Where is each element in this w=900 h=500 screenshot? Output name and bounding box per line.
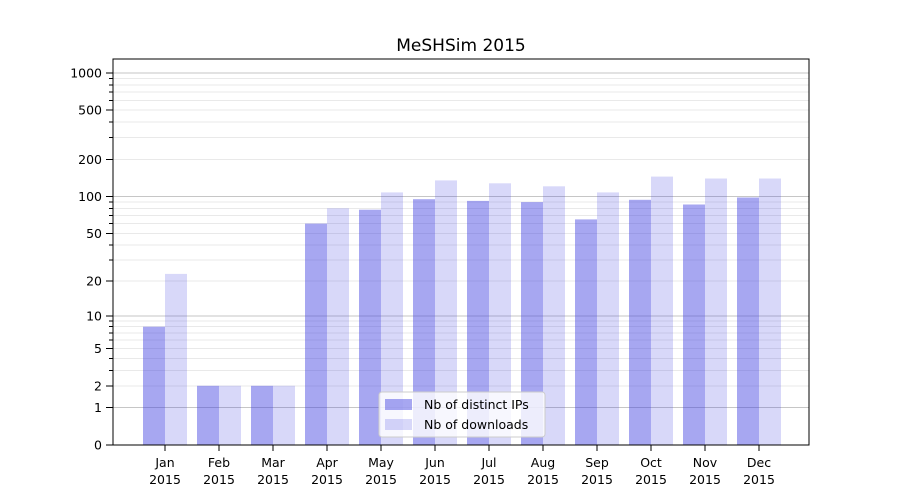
- bar-distinct-ips-oct: [629, 199, 651, 445]
- y-tick-label: 1000: [70, 65, 102, 80]
- x-tick-label-month: Apr: [316, 455, 338, 470]
- legend-swatch-distinct-ips: [385, 399, 412, 410]
- x-tick-label-year: 2015: [365, 472, 397, 487]
- x-axis-tick-labels: Jan 2015 Feb 2015 Mar 2015 Apr 2015 May 2015 Jun 20…: [149, 455, 775, 487]
- x-tick-label-month: Jul: [480, 455, 496, 470]
- bar-distinct-ips-apr: [305, 223, 327, 445]
- legend-box: [378, 391, 546, 438]
- bar-downloads-nov: [705, 178, 727, 445]
- bar-downloads-jul: [489, 183, 511, 446]
- bar-distinct-ips-sep: [575, 219, 597, 445]
- x-tick-label-month: May: [368, 455, 394, 470]
- y-tick-label: 10: [86, 308, 102, 323]
- y-tick-label: 1: [94, 400, 102, 415]
- y-tick-label: 200: [78, 152, 102, 167]
- legend-label-distinct-ips: Nb of distinct IPs: [424, 397, 529, 412]
- bar-distinct-ips-jun: [413, 199, 435, 445]
- y-tick-label: 0: [94, 438, 102, 453]
- bar-downloads-apr: [327, 208, 349, 445]
- bar-distinct-ips-dec: [737, 197, 759, 445]
- x-tick-label-year: 2015: [473, 472, 505, 487]
- legend-label-downloads: Nb of downloads: [424, 417, 528, 432]
- bar-downloads-aug: [543, 186, 565, 446]
- bar-distinct-ips-mar: [251, 385, 273, 445]
- plot-border: [112, 58, 810, 446]
- y-tick-label: 2: [94, 378, 102, 393]
- x-tick-label-month: Aug: [531, 455, 555, 470]
- bar-downloads-dec: [759, 178, 781, 445]
- chart-title: MeSHSim 2015: [396, 36, 525, 56]
- x-tick-label-month: Oct: [640, 455, 662, 470]
- bars-group: [143, 176, 781, 446]
- y-tick-label: 500: [78, 103, 102, 118]
- y-tick-label: 5: [94, 341, 102, 356]
- bar-distinct-ips-jan: [143, 326, 165, 445]
- minor-gridlines: [113, 78, 809, 387]
- x-tick-label-year: 2015: [743, 472, 775, 487]
- y-axis-tick-labels: 0 1 2 5 10 20 50 100 200 500 1000: [70, 65, 102, 452]
- bar-downloads-feb: [219, 385, 241, 445]
- x-tick-label-year: 2015: [311, 472, 343, 487]
- x-tick-label-year: 2015: [419, 472, 451, 487]
- x-tick-label-year: 2015: [149, 472, 181, 487]
- bar-downloads-oct: [651, 176, 673, 445]
- bar-downloads-sep: [597, 192, 619, 445]
- x-tick-label-year: 2015: [581, 472, 613, 487]
- x-tick-label-year: 2015: [527, 472, 559, 487]
- y-tick-label: 100: [78, 189, 102, 204]
- bar-distinct-ips-jul: [467, 200, 489, 445]
- bar-distinct-ips-aug: [521, 202, 543, 445]
- x-tick-label-month: Feb: [208, 455, 230, 470]
- bar-downloads-jan: [165, 273, 187, 445]
- bar-downloads-mar: [273, 385, 295, 445]
- x-tick-label-month: Jun: [424, 455, 445, 470]
- bar-downloads-jun: [435, 180, 457, 445]
- y-tick-label: 50: [86, 226, 102, 241]
- x-tick-label-month: Dec: [747, 455, 771, 470]
- x-axis-ticks: [164, 445, 760, 451]
- y-tick-label: 20: [86, 274, 102, 289]
- legend-swatch-downloads: [385, 419, 412, 430]
- x-tick-label-month: Mar: [261, 455, 285, 470]
- y-axis-ticks: [106, 72, 113, 446]
- bar-distinct-ips-may: [359, 209, 381, 445]
- bar-distinct-ips-feb: [197, 385, 219, 445]
- x-tick-label-month: Nov: [693, 455, 718, 470]
- x-tick-label-month: Sep: [585, 455, 609, 470]
- x-tick-label-month: Jan: [154, 455, 174, 470]
- bar-distinct-ips-nov: [683, 204, 705, 445]
- bar-downloads-may: [381, 192, 403, 445]
- legend: Nb of distinct IPs Nb of downloads: [378, 391, 546, 438]
- x-tick-label-year: 2015: [257, 472, 289, 487]
- x-tick-label-year: 2015: [689, 472, 721, 487]
- x-tick-label-year: 2015: [635, 472, 667, 487]
- x-tick-label-year: 2015: [203, 472, 235, 487]
